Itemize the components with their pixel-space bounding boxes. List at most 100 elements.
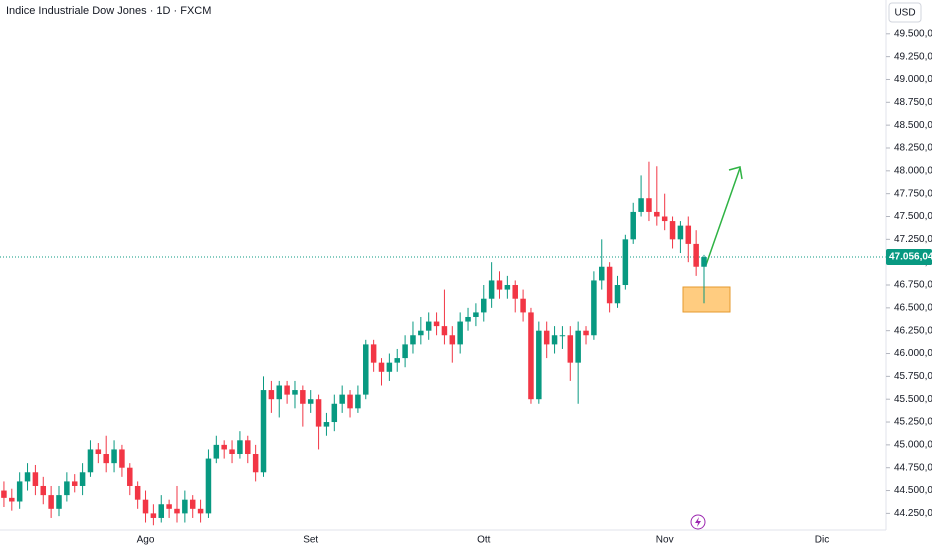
- candle-body: [40, 485, 47, 496]
- x-tick-label: Set: [303, 535, 318, 546]
- x-tick-label: Ago: [137, 535, 155, 546]
- candle-body: [166, 504, 172, 509]
- candle-body: [504, 285, 511, 290]
- candle-body: [449, 335, 456, 345]
- y-tick-label: 45.000,00: [894, 440, 932, 451]
- candle-body: [551, 335, 558, 345]
- candle-body: [433, 321, 440, 327]
- candle-body: [64, 481, 70, 496]
- candle-body: [260, 390, 267, 473]
- candle-body: [457, 321, 463, 345]
- candle-body: [79, 472, 86, 486]
- y-tick-label: 46.250,00: [894, 325, 932, 336]
- y-tick-label: 48.250,00: [894, 143, 932, 154]
- candle-body: [465, 316, 471, 322]
- candle-body: [512, 285, 518, 299]
- y-tick-label: 49.500,00: [894, 28, 932, 39]
- currency[interactable]: USD: [894, 8, 915, 19]
- candle-body: [284, 385, 290, 395]
- zone-box: [682, 286, 731, 313]
- event-icon[interactable]: [690, 514, 706, 530]
- y-tick-label: 47.500,00: [894, 211, 932, 222]
- candle-body: [331, 403, 338, 423]
- candle-body: [150, 513, 157, 518]
- y-tick-label: 46.750,00: [894, 280, 932, 291]
- y-tick-label: 48.000,00: [894, 165, 932, 176]
- arrow-head: [728, 166, 743, 180]
- y-tick-label: 44.500,00: [894, 485, 932, 496]
- candle-body: [622, 239, 629, 286]
- candle-body: [127, 467, 133, 486]
- candle-body: [520, 298, 526, 313]
- x-tick-label: Nov: [656, 535, 674, 546]
- chart-title: Indice Industriale Dow Jones · 1D · FXCM: [6, 5, 211, 17]
- candle-body: [559, 335, 566, 337]
- candle-body: [103, 454, 109, 464]
- candle-body: [158, 504, 165, 518]
- candle-body: [575, 330, 581, 363]
- candle-body: [213, 444, 220, 459]
- arrow: [705, 167, 741, 266]
- candle-body: [386, 362, 393, 372]
- candle-body: [221, 444, 227, 450]
- candle-body: [32, 472, 39, 486]
- candle-body: [677, 225, 684, 240]
- y-tick-label: 46.000,00: [894, 348, 932, 359]
- candle-body: [654, 211, 660, 217]
- candle-body: [245, 440, 251, 455]
- candle-body: [339, 394, 345, 404]
- candle-body: [661, 216, 668, 222]
- candle-body: [292, 390, 298, 395]
- candle-body: [370, 344, 377, 363]
- candle-body: [410, 335, 416, 345]
- candle-body: [134, 485, 141, 500]
- y-tick-label: 46.500,00: [894, 302, 932, 313]
- candle-body: [528, 312, 534, 400]
- candle-body: [473, 312, 479, 317]
- candle-body: [394, 358, 400, 363]
- candle-body: [363, 344, 369, 395]
- candle-body: [591, 280, 597, 336]
- candle-body: [646, 198, 652, 212]
- candle-body: [488, 280, 495, 299]
- candle-body: [425, 321, 432, 331]
- candle-body: [402, 344, 408, 359]
- x-tick-label: Dic: [815, 535, 829, 546]
- last-price-label: 47.056,04: [889, 252, 932, 263]
- candle-body: [599, 266, 605, 281]
- candle-body: [355, 394, 361, 409]
- y-tick-label: 48.750,00: [894, 97, 932, 108]
- candle-body: [182, 499, 188, 514]
- currency-button[interactable]: [888, 2, 922, 23]
- candle-body: [87, 449, 94, 473]
- candle-body: [701, 257, 707, 267]
- candle-body: [9, 497, 15, 502]
- y-tick-label: 49.000,00: [894, 74, 932, 85]
- candle-body: [606, 266, 613, 304]
- candle-body: [268, 390, 275, 400]
- candle-body: [1, 490, 7, 498]
- candle-body: [583, 330, 589, 336]
- candle-body: [300, 390, 306, 404]
- candle-body: [252, 454, 259, 473]
- candle-body: [567, 335, 574, 363]
- candle-body: [71, 481, 78, 486]
- candle-body: [95, 449, 102, 455]
- y-tick-label: 44.750,00: [894, 462, 932, 473]
- y-tick-label: 47.750,00: [894, 188, 932, 199]
- candle-body: [630, 211, 636, 240]
- candle-body: [315, 399, 322, 427]
- y-tick-label: 47.250,00: [894, 234, 932, 245]
- y-tick-label: 45.500,00: [894, 394, 932, 405]
- candle-body: [205, 458, 212, 514]
- candle-body: [496, 280, 503, 290]
- candle-body: [56, 495, 62, 509]
- candle-body: [189, 499, 196, 509]
- y-tick-label: 49.250,00: [894, 51, 932, 62]
- candle-body: [614, 285, 621, 304]
- candle-body: [347, 394, 353, 409]
- y-tick-label: 44.250,00: [894, 508, 932, 519]
- candle-body: [229, 449, 235, 455]
- candle-body: [276, 385, 282, 400]
